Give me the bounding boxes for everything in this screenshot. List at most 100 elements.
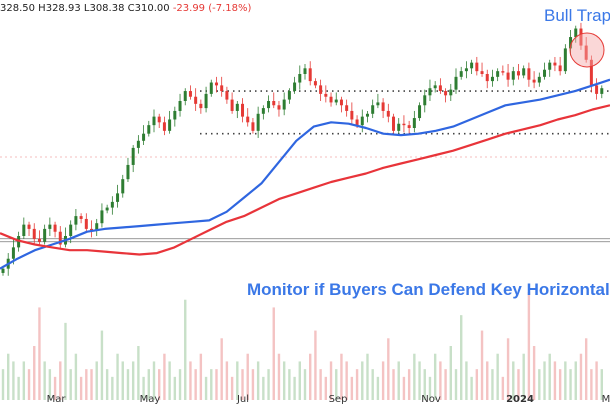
candle xyxy=(365,110,369,123)
candle xyxy=(251,118,255,134)
candle xyxy=(506,64,510,87)
volume-bar xyxy=(85,369,88,400)
candle xyxy=(407,120,411,134)
volume-bar xyxy=(319,369,322,400)
volume-bar xyxy=(486,361,489,400)
volume-bar xyxy=(303,369,307,400)
candle xyxy=(360,109,364,133)
volume-bar xyxy=(397,361,400,400)
candle xyxy=(287,88,291,104)
volume-bar xyxy=(241,369,244,400)
volume-bars xyxy=(1,292,603,400)
volume-bar xyxy=(314,330,317,400)
open-value: 328.50 xyxy=(0,3,35,14)
candle xyxy=(464,61,468,79)
volume-bar xyxy=(402,376,406,400)
candle xyxy=(183,88,187,106)
volume-bar xyxy=(501,376,505,400)
volume-bar xyxy=(376,376,380,400)
candle xyxy=(53,221,57,238)
candle xyxy=(543,62,547,80)
volume-bar xyxy=(256,361,260,400)
candle xyxy=(152,109,156,133)
volume-bar xyxy=(584,338,588,400)
candle xyxy=(293,76,297,94)
volume-bar xyxy=(324,376,328,400)
candle xyxy=(569,29,573,56)
volume-bar xyxy=(293,376,296,400)
candle xyxy=(511,66,515,86)
candle xyxy=(241,98,245,123)
volume-bar xyxy=(298,361,301,400)
volume-bar xyxy=(90,369,93,400)
volume-bar xyxy=(329,361,333,400)
candle xyxy=(423,89,427,113)
candle xyxy=(142,125,146,146)
candle xyxy=(428,79,432,101)
volume-bar xyxy=(267,369,270,400)
candle xyxy=(220,76,224,97)
volume-bar xyxy=(126,369,130,400)
candle xyxy=(204,86,208,113)
candle xyxy=(579,22,583,50)
candle xyxy=(433,81,437,93)
volume-bar xyxy=(1,369,5,400)
volume-bar xyxy=(251,369,255,400)
volume-bar xyxy=(131,361,135,400)
volume-bar xyxy=(33,346,36,400)
volume-bar xyxy=(480,330,484,400)
volume-bar xyxy=(59,361,62,400)
volume-bar xyxy=(465,361,468,400)
volume-bar xyxy=(428,376,432,400)
volume-bar xyxy=(444,369,447,400)
moving-average-line xyxy=(0,104,610,256)
candle xyxy=(194,88,198,111)
candle xyxy=(459,66,463,80)
x-tick-label: May xyxy=(140,394,161,405)
volume-bar xyxy=(491,369,494,400)
volume-bar xyxy=(12,361,15,400)
candle xyxy=(74,209,78,231)
candle xyxy=(470,59,474,74)
bull-trap-highlight xyxy=(569,32,605,68)
volume-bar xyxy=(38,307,41,400)
volume-bar xyxy=(204,376,208,400)
candle xyxy=(584,37,588,63)
x-axis: Mar May Jul Sep Nov 2024 M xyxy=(47,394,610,405)
volume-bar xyxy=(564,361,567,400)
volume-bar xyxy=(173,376,177,400)
volume-bar xyxy=(95,361,98,400)
candle xyxy=(485,69,489,89)
candle xyxy=(490,69,494,87)
volume-bar xyxy=(246,353,249,400)
volume-bar xyxy=(413,353,416,400)
high-value: 328.93 xyxy=(45,3,81,14)
support-annotation: Monitor if Buyers Can Defend Key Horizon… xyxy=(247,280,610,299)
x-tick-label: Sep xyxy=(329,394,348,405)
volume-bar xyxy=(517,369,520,400)
volume-bar xyxy=(470,376,473,400)
candle xyxy=(496,68,500,82)
volume-bar xyxy=(163,353,166,400)
volume-bar xyxy=(189,361,192,400)
candle xyxy=(298,65,302,90)
volume-bar xyxy=(74,353,78,400)
candle xyxy=(412,110,416,133)
candle xyxy=(261,105,265,120)
candle xyxy=(256,106,260,138)
candle xyxy=(188,85,192,100)
volume-bar xyxy=(381,361,385,400)
volume-bar xyxy=(230,376,234,400)
volume-bar xyxy=(392,369,395,400)
volume-bar xyxy=(168,361,171,400)
moving-averages xyxy=(0,78,610,270)
volume-bar xyxy=(595,361,598,400)
volume-bar xyxy=(506,338,510,400)
volume-bar xyxy=(543,361,546,400)
candle xyxy=(131,145,135,173)
volume-bar xyxy=(121,361,124,400)
candle xyxy=(397,118,401,134)
volume-bar xyxy=(210,369,213,400)
volume-bar xyxy=(272,307,275,400)
candle xyxy=(532,71,536,89)
